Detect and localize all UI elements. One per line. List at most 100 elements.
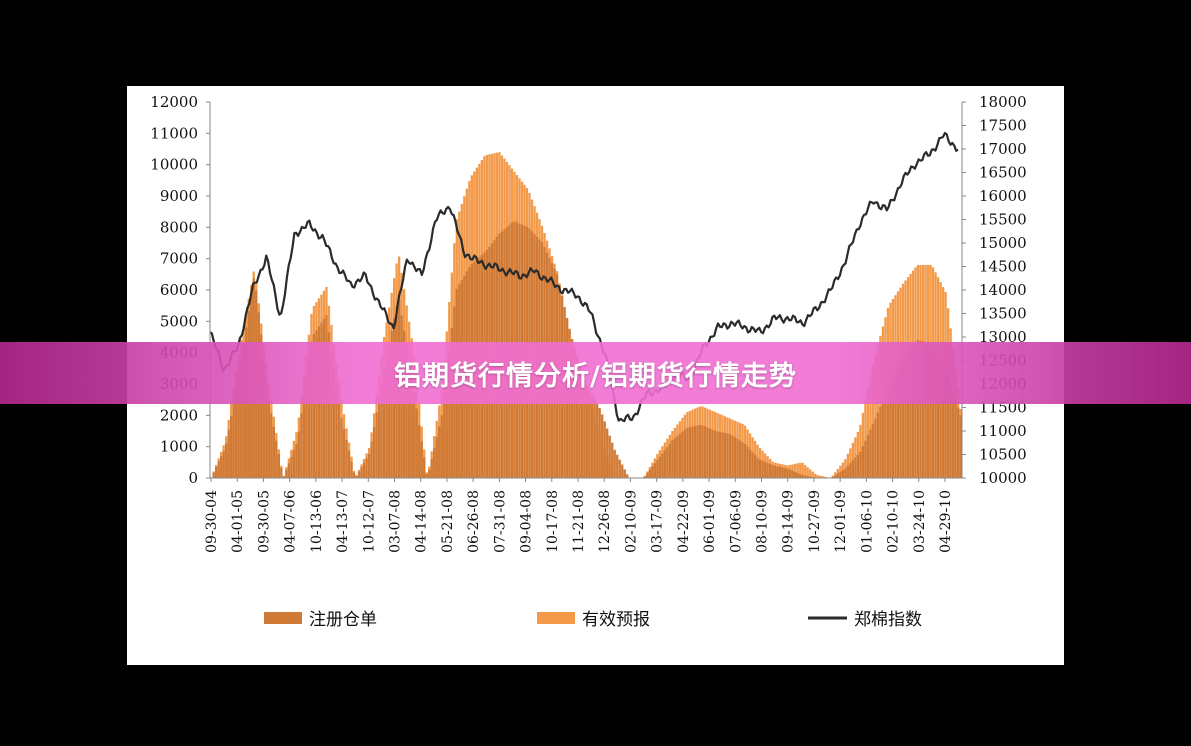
registered-bar	[776, 466, 779, 478]
registered-bar	[896, 368, 900, 478]
registered-bar	[423, 457, 426, 478]
x-tick-label: 04-01-05	[230, 490, 246, 553]
registered-bar	[598, 407, 601, 478]
registered-bar	[355, 475, 358, 478]
registered-bar	[911, 345, 915, 478]
left-tick-label: 12000	[150, 93, 198, 111]
registered-bar	[668, 443, 672, 478]
right-tick-label: 14000	[979, 281, 1027, 299]
registered-bar	[583, 379, 586, 478]
registered-bar	[686, 427, 689, 478]
forecast-bar	[799, 462, 802, 478]
left-tick-label: 8000	[160, 218, 198, 236]
registered-bar	[906, 352, 910, 478]
forecast-bar	[809, 469, 812, 478]
registered-bar	[891, 378, 895, 478]
registered-bar	[663, 450, 667, 478]
x-tick-label: 04-13-07	[335, 490, 351, 553]
registered-bar	[946, 377, 950, 478]
left-tick-label: 1000	[160, 438, 198, 456]
forecast-bar	[861, 412, 865, 478]
registered-bar	[596, 403, 599, 478]
registered-bar	[901, 358, 905, 478]
registered-bar	[212, 472, 215, 478]
registered-bar	[806, 476, 809, 478]
registered-bar	[924, 341, 927, 478]
registered-bar	[721, 432, 724, 478]
x-tick-label: 09-04-08	[519, 490, 535, 553]
registered-bar	[834, 475, 837, 478]
right-tick-label: 18000	[979, 93, 1027, 111]
forecast-bar	[846, 453, 849, 478]
registered-bar	[415, 408, 418, 478]
registered-bar	[758, 459, 762, 478]
registered-bar	[227, 429, 230, 478]
registered-bar	[931, 345, 935, 478]
registered-bar	[438, 426, 441, 478]
registered-bar	[443, 393, 446, 478]
registered-bar	[591, 394, 594, 478]
forecast-bar	[816, 475, 819, 478]
registered-bar	[435, 437, 438, 478]
registered-bar	[864, 440, 867, 478]
left-tick-label: 6000	[160, 281, 198, 299]
forecast-bar	[824, 476, 827, 478]
forecast-bar	[866, 388, 870, 478]
registered-bar	[839, 471, 842, 478]
registered-bar	[881, 400, 885, 478]
registered-bar	[836, 473, 839, 478]
registered-bar	[335, 384, 338, 478]
index-line	[209, 131, 959, 423]
registered-bar	[613, 449, 616, 478]
forecast-bar	[811, 471, 814, 478]
registered-bar	[260, 334, 263, 478]
right-tick-label: 10500	[979, 446, 1027, 464]
registered-bar	[265, 377, 268, 478]
registered-bar	[618, 459, 621, 478]
registered-bar	[277, 454, 280, 478]
registered-bar	[716, 431, 719, 478]
registered-bar	[766, 463, 769, 478]
x-tick-label: 04-29-10	[938, 490, 954, 553]
registered-bar	[849, 463, 852, 478]
registered-bar	[272, 426, 275, 478]
registered-bar	[869, 429, 872, 478]
registered-bar	[866, 435, 870, 478]
registered-bar	[312, 334, 316, 478]
x-tick-label: 06-26-08	[466, 490, 482, 553]
x-tick-label: 09-30-05	[256, 490, 272, 553]
registered-bar	[593, 399, 596, 478]
forecast-bar	[851, 442, 855, 478]
registered-bar	[608, 435, 611, 478]
registered-bar	[851, 460, 855, 478]
forecast-bar	[794, 463, 797, 478]
x-tick-label: 03-07-08	[388, 490, 404, 553]
registered-bar	[235, 388, 238, 478]
registered-bar	[723, 433, 727, 478]
right-tick-label: 17000	[979, 140, 1027, 158]
registered-bar	[688, 427, 692, 478]
x-tick-label: 11-21-08	[571, 490, 587, 553]
registered-bar	[678, 433, 682, 478]
registered-bar	[761, 460, 764, 478]
registered-bar	[282, 476, 285, 478]
registered-bar	[809, 476, 812, 478]
registered-bar	[784, 468, 787, 478]
registered-bar	[340, 418, 343, 478]
registered-bar	[330, 349, 333, 478]
registered-bar	[859, 451, 862, 478]
registered-bar	[418, 424, 421, 478]
x-tick-label: 05-21-08	[440, 490, 456, 553]
registered-bar	[405, 345, 408, 478]
x-tick-label: 07-31-08	[492, 490, 508, 553]
registered-bar	[789, 469, 792, 478]
registered-bar	[763, 461, 767, 478]
registered-bar	[292, 450, 296, 478]
registered-bar	[731, 435, 734, 478]
registered-bar	[944, 370, 947, 478]
registered-bar	[280, 467, 283, 478]
registered-bar	[305, 377, 308, 478]
right-tick-label: 10000	[979, 469, 1027, 487]
forecast-bar	[801, 462, 804, 478]
registered-bar	[934, 350, 937, 478]
